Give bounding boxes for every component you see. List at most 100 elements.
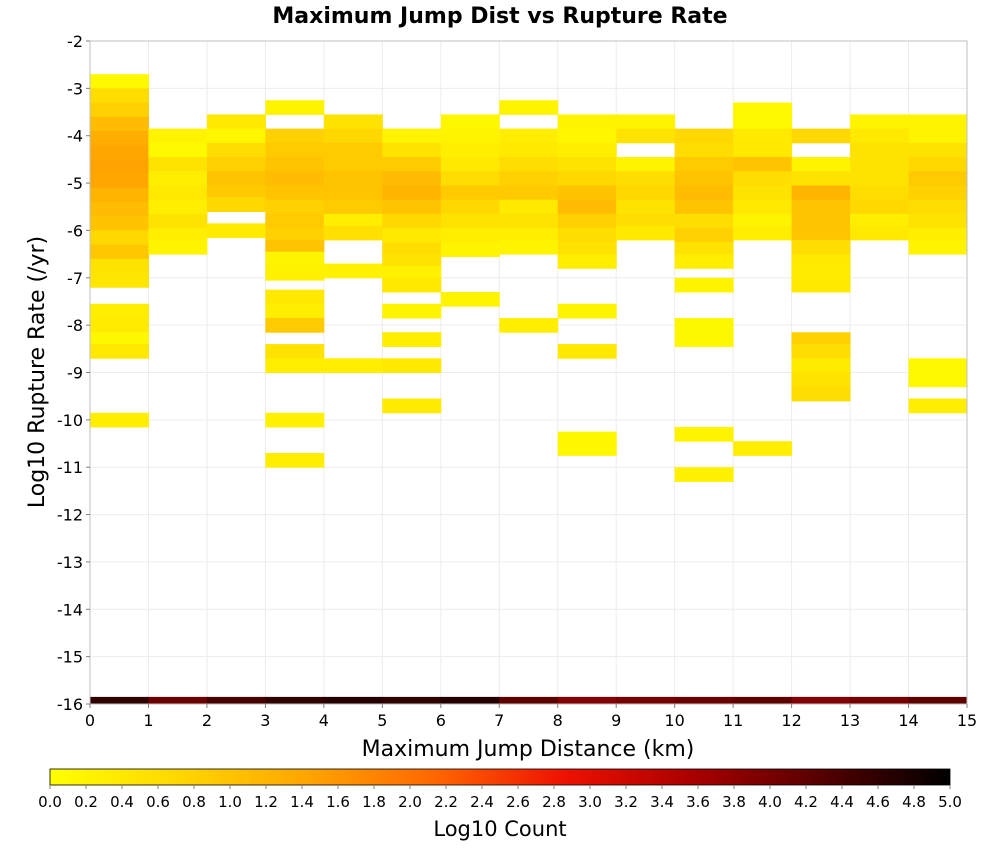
heatmap-cell <box>265 213 325 229</box>
heatmap-cell <box>908 185 968 201</box>
y-tick-label: -16 <box>57 695 83 714</box>
heatmap-cell <box>499 128 559 144</box>
heatmap-cell <box>733 171 793 186</box>
heatmap-cell <box>674 213 734 229</box>
y-axis-title: Log10 Rupture Rate (/yr) <box>25 236 50 508</box>
heatmap-cell <box>265 265 325 281</box>
x-axis-title: Maximum Jump Distance (km) <box>362 737 695 762</box>
heatmap-cell <box>791 239 851 255</box>
heatmap-cell <box>148 213 208 229</box>
heatmap-cell <box>791 332 851 347</box>
colorbar-tick-label: 4.2 <box>794 793 818 811</box>
heatmap-cell <box>733 114 793 130</box>
colorbar-tick-label: 0.4 <box>110 793 134 811</box>
colorbar-tick-label: 1.8 <box>362 793 386 811</box>
y-axis-ticks: -2 -3 -4 -5 -6 -7 -8 -9 -10 -11 -12 -13 -14 -15 -16 <box>57 32 90 714</box>
heatmap-cell <box>733 696 793 705</box>
heatmap-cell <box>206 157 266 172</box>
heatmap-cell <box>90 173 149 189</box>
heatmap-cell <box>90 258 149 274</box>
heatmap-cell <box>323 358 383 373</box>
heatmap-cell <box>265 171 325 186</box>
heatmap-cell <box>323 185 383 201</box>
heatmap-cell <box>148 239 208 255</box>
x-tick-label: 15 <box>957 711 977 730</box>
heatmap-cell <box>791 344 851 359</box>
heatmap-cell <box>733 102 793 118</box>
y-tick-label: -11 <box>57 458 83 477</box>
heatmap-cell <box>674 318 734 333</box>
y-tick-label: -2 <box>67 32 83 51</box>
heatmap-cell <box>90 130 149 146</box>
heatmap-cell <box>557 228 617 243</box>
heatmap-cell <box>557 142 617 158</box>
colorbar-tick-label: 0.2 <box>74 793 98 811</box>
heatmap-cell <box>148 171 208 186</box>
heatmap-cell <box>733 157 793 172</box>
y-tick-label: -10 <box>57 411 83 430</box>
heatmap-cell <box>206 223 266 239</box>
heatmap-cell <box>148 185 208 201</box>
colorbar-tick-label: 1.4 <box>290 793 314 811</box>
y-tick-label: -13 <box>57 553 83 572</box>
heatmap-cell <box>440 185 500 201</box>
heatmap-cell <box>440 291 500 307</box>
heatmap-cell <box>265 239 325 255</box>
heatmap-cell <box>733 441 793 456</box>
heatmap-cell <box>148 228 208 243</box>
heatmap-cell <box>850 696 910 705</box>
heatmap-cell <box>733 225 793 241</box>
heatmap-cell <box>382 213 442 229</box>
heatmap-cell <box>265 358 325 373</box>
y-tick-label: -7 <box>67 269 83 288</box>
colorbar-tick-label: 4.8 <box>902 793 926 811</box>
heatmap-cell <box>90 303 149 319</box>
y-tick-label: -15 <box>57 648 83 667</box>
heatmap-cell <box>499 185 559 201</box>
colorbar-title: Log10 Count <box>433 817 566 841</box>
heatmap-cell <box>908 228 968 243</box>
heatmap-cell <box>265 289 325 305</box>
heatmap-cell <box>90 88 149 104</box>
heatmap-cell <box>616 225 676 241</box>
heatmap-cell <box>382 185 442 201</box>
x-tick-label: 5 <box>377 711 387 730</box>
x-tick-label: 0 <box>85 711 95 730</box>
heatmap-cell <box>674 171 734 186</box>
heatmap-cell <box>90 216 149 231</box>
heatmap-cell <box>791 157 851 172</box>
x-tick-label: 4 <box>319 711 329 730</box>
heatmap-cell <box>382 303 442 319</box>
heatmap-cell <box>557 242 617 257</box>
heatmap-cell <box>499 171 559 186</box>
heatmap-cell <box>323 225 383 241</box>
x-tick-label: 13 <box>840 711 860 730</box>
heatmap-cell <box>440 128 500 144</box>
y-tick-label: -5 <box>67 174 83 193</box>
y-tick-label: -9 <box>67 364 83 383</box>
heatmap-cell <box>616 185 676 201</box>
heatmap-cell <box>557 254 617 269</box>
heatmap-cell <box>557 114 617 130</box>
heatmap-cell <box>440 242 500 257</box>
heatmap-cell <box>791 254 851 269</box>
heatmap-cell <box>674 242 734 257</box>
heatmap-cell <box>791 358 851 373</box>
colorbar-tick-label: 5.0 <box>938 793 962 811</box>
heatmap-cell <box>616 199 676 215</box>
heatmap-cell <box>791 199 851 215</box>
heatmap-cell <box>733 128 793 144</box>
heatmap-cell <box>557 696 617 705</box>
colorbar-tick-label: 1.0 <box>218 793 242 811</box>
x-tick-label: 7 <box>494 711 504 730</box>
heatmap-cell <box>90 102 149 118</box>
heatmap-cell <box>733 185 793 201</box>
heatmap-cell <box>323 199 383 215</box>
heatmap-cell <box>90 159 149 175</box>
heatmap-cell <box>265 344 325 359</box>
heatmap-cell <box>382 277 442 293</box>
y-tick-label: -12 <box>57 506 83 525</box>
heatmap-cell <box>265 100 325 115</box>
x-tick-label: 1 <box>143 711 153 730</box>
